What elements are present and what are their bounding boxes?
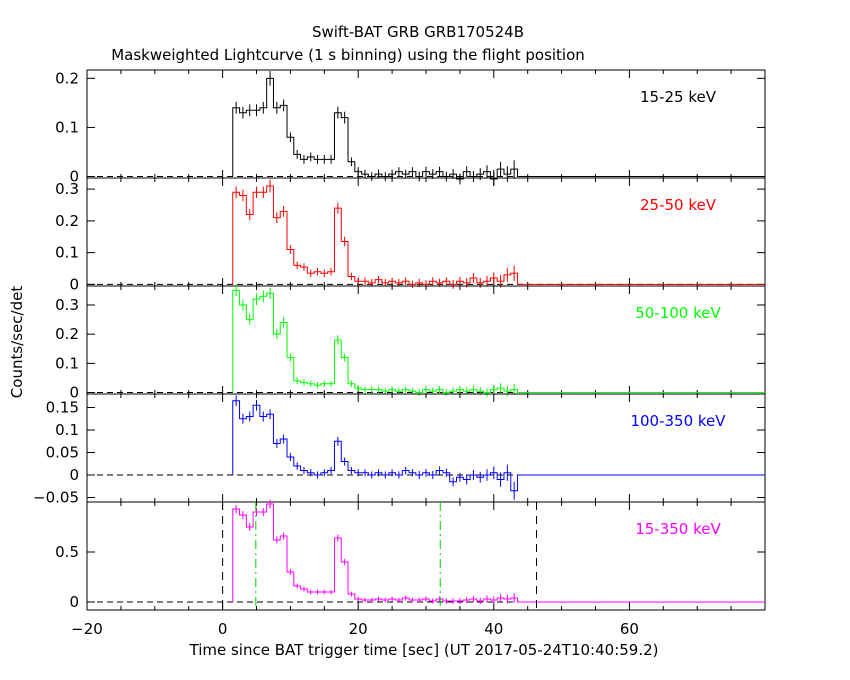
panel-frame — [86, 393, 766, 503]
band-label: 25-50 keV — [640, 196, 717, 214]
y-axis-label: Counts/sec/det — [8, 286, 26, 399]
y-tick-label: 0 — [69, 275, 79, 293]
lightcurve-step — [232, 77, 765, 180]
band-label: 50-100 keV — [635, 304, 721, 322]
y-tick-label: 0 — [69, 593, 79, 611]
panel-3: −0.05 0 0.05 0.1 0.15 100-350 keV — [33, 393, 766, 507]
band-label: 15-25 keV — [640, 88, 717, 106]
y-tick-label: 0 — [69, 466, 79, 484]
y-tick-label: 0.2 — [55, 212, 79, 230]
y-tick-label: 0.1 — [55, 118, 79, 136]
y-tick-label: 0.05 — [46, 444, 79, 462]
x-tick-label: 20 — [349, 620, 368, 638]
y-tick-label: 0.2 — [55, 325, 79, 343]
x-tick-label: 40 — [484, 620, 503, 638]
panel-frame — [86, 285, 766, 395]
y-tick-label: 0.1 — [55, 421, 79, 439]
panel-2: 0 0.1 0.2 0.3 50-100 keV — [55, 284, 766, 402]
x-axis-label: Time since BAT trigger time [sec] (UT 20… — [189, 641, 659, 659]
panel-frame — [86, 69, 766, 179]
y-tick-label: 0.3 — [55, 296, 79, 314]
lightcurve-step — [232, 185, 765, 285]
y-tick-label: 0.3 — [55, 180, 79, 198]
panel-0: 0 0.1 0.2 15-25 keV — [55, 69, 766, 186]
panel-4: 0 0.5 15-350 keV — [55, 499, 766, 611]
y-tick-label: 0.5 — [55, 543, 79, 561]
y-tick-label: 0.2 — [55, 69, 79, 87]
y-tick-label: 0.1 — [55, 244, 79, 262]
lightcurve-step — [232, 289, 765, 394]
y-tick-label: 0 — [69, 168, 79, 186]
lightcurve-step — [232, 503, 765, 603]
band-label: 100-350 keV — [630, 412, 726, 430]
y-tick-label: 0.1 — [55, 354, 79, 372]
y-tick-label: −0.05 — [33, 489, 79, 507]
panel-frame — [86, 501, 766, 611]
band-label: 15-350 keV — [635, 520, 721, 538]
panel-1: 0 0.1 0.2 0.3 25-50 keV — [55, 177, 766, 293]
y-tick-label: 0 — [69, 384, 79, 402]
x-tick-label: 0 — [218, 620, 228, 638]
y-tick-label: 0.15 — [46, 399, 79, 417]
chart-title: Swift-BAT GRB GRB170524B — [312, 23, 524, 41]
x-tick-label: −20 — [71, 620, 103, 638]
x-tick-label: 60 — [620, 620, 639, 638]
chart-subtitle: Maskweighted Lightcurve (1 s binning) us… — [111, 46, 585, 64]
panel-frame — [86, 177, 766, 287]
